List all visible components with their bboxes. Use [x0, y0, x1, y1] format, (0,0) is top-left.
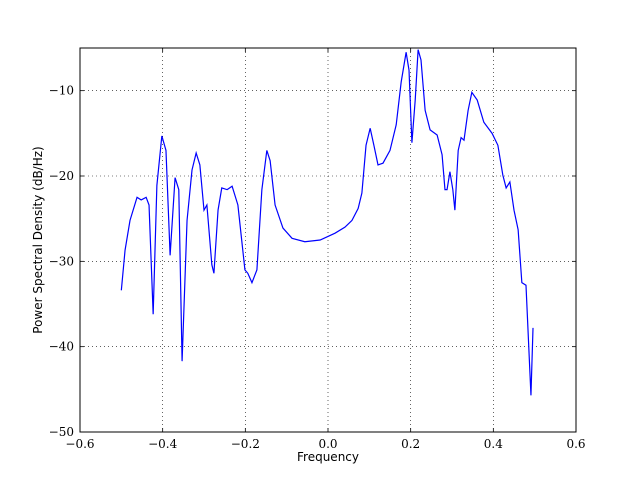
y-tick-label: −40	[49, 340, 74, 354]
x-tick-label: 0.4	[484, 437, 503, 451]
y-tick-label: −30	[49, 254, 74, 268]
y-tick-label: −20	[49, 169, 74, 183]
x-tick-label: −0.4	[148, 437, 178, 451]
data-line	[120, 49, 534, 396]
x-tick-label: −0.6	[65, 437, 94, 451]
y-tick-label: −10	[49, 84, 74, 98]
y-tick-label: −50	[49, 425, 74, 439]
x-tick-label: 0.2	[401, 437, 420, 451]
x-tick-label: 0.0	[318, 437, 337, 451]
plot-frame	[79, 47, 577, 433]
x-tick-label: −0.2	[231, 437, 260, 451]
y-axis-label: Power Spectral Density (dB/Hz)	[31, 146, 45, 333]
x-axis-label: Frequency	[297, 450, 359, 464]
x-tick-label: 0.6	[566, 437, 585, 451]
